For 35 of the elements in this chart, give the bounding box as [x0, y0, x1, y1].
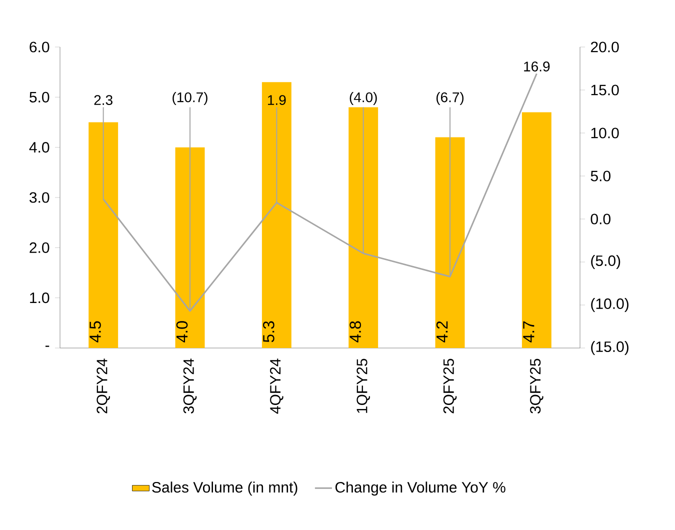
y-tick-label: 6.0 — [30, 42, 50, 52]
data-label: (10.7) — [172, 92, 208, 106]
y2-tick-label: 10.0 — [591, 128, 619, 138]
x-tick-label: 2QFY24 — [96, 358, 110, 414]
y-tick-label: - — [45, 346, 50, 347]
y-tick-label: 1.0 — [30, 292, 50, 304]
data-label: 2.3 — [94, 95, 112, 105]
y2-tick-label: (15.0) — [591, 341, 628, 355]
y2-tick-label: 15.0 — [591, 84, 619, 96]
y-tick-label: 3.0 — [30, 192, 50, 203]
x-tick-label: 3QFY24 — [183, 358, 197, 414]
data-label: 4.2 — [436, 321, 448, 342]
x-tick-label: 1QFY25 — [356, 358, 370, 413]
legend-label: Change in Volume YoY % — [335, 482, 506, 496]
data-label: 5.3 — [263, 321, 274, 342]
data-label: 4.5 — [90, 321, 101, 342]
x-tick-label: 3QFY25 — [530, 358, 544, 414]
data-label: 4.7 — [523, 321, 534, 342]
legend-label: Sales Volume (in mnt) — [152, 482, 298, 496]
y2-tick-label: (10.0) — [591, 298, 628, 312]
x-tick-label: 4QFY24 — [270, 358, 284, 414]
y-tick-label: 5.0 — [30, 92, 50, 102]
data-label: 4.8 — [350, 321, 361, 342]
y-tick-label: 4.0 — [29, 142, 50, 153]
data-label: 16.9 — [524, 62, 550, 72]
x-tick-label: 2QFY25 — [443, 358, 457, 414]
data-label: (6.7) — [436, 92, 464, 106]
y2-tick-label: 20.0 — [590, 42, 619, 52]
data-label: (4.0) — [350, 92, 377, 106]
y2-tick-label: 0.0 — [590, 214, 610, 224]
data-label: 4.0 — [176, 321, 188, 342]
y2-tick-label: (5.0) — [591, 255, 620, 269]
y-tick-label: 2.0 — [30, 242, 50, 253]
data-label: 1.9 — [268, 95, 286, 105]
y2-tick-label: 5.0 — [590, 170, 610, 182]
